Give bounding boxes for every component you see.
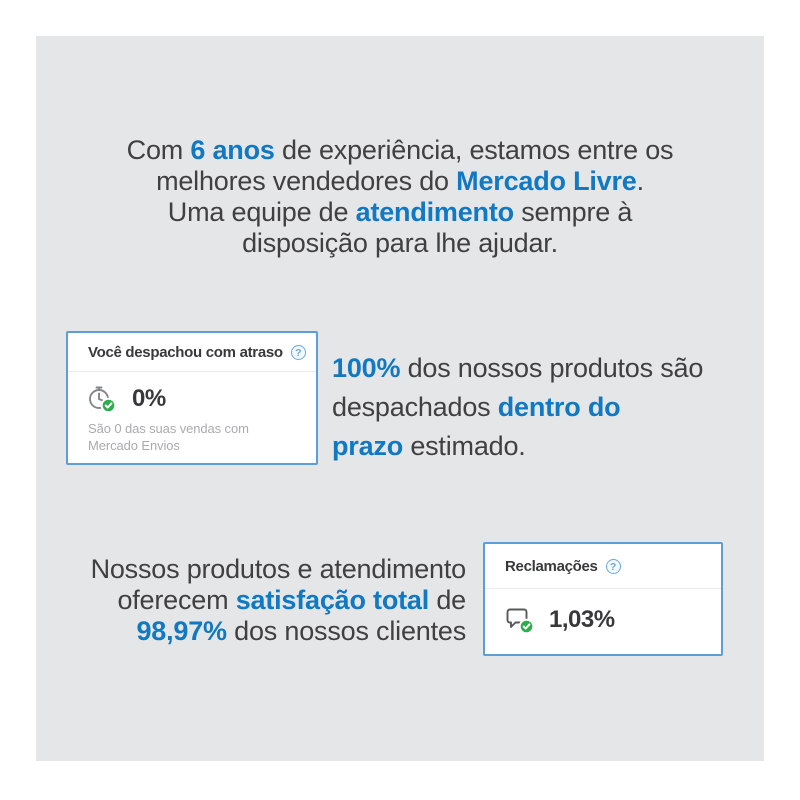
claims-card-title: Reclamações: [505, 557, 598, 575]
claims-card-header: Reclamações ?: [485, 544, 721, 589]
speech-bubble-check-icon: [503, 604, 539, 635]
claims-card-body: 1,03%: [485, 589, 721, 635]
shipping-card-body: 0% São 0 das suas vendas com Mercado Env…: [68, 372, 316, 454]
intro-text: Com 6 anos de experiência, estamos entre…: [126, 135, 674, 258]
help-icon[interactable]: ?: [290, 344, 306, 360]
shipping-metric-value: 0%: [132, 384, 166, 412]
help-icon[interactable]: ?: [605, 558, 621, 574]
shipping-card-title: Você despachou com atraso: [88, 343, 283, 361]
claims-metric-row: 1,03%: [485, 589, 721, 635]
shipping-card-subtext: São 0 das suas vendas com Mercado Envios: [88, 421, 249, 453]
promo-canvas: Com 6 anos de experiência, estamos entre…: [36, 36, 764, 761]
satisfaction-claim-text: Nossos produtos e atendimento oferecem sa…: [90, 554, 467, 646]
shipping-metric-card: Você despachou com atraso ? 0%: [66, 331, 318, 465]
claims-metric-card: Reclamações ? 1,03%: [483, 542, 723, 656]
shipping-card-header: Você despachou com atraso ?: [68, 333, 316, 372]
stopwatch-check-icon: [86, 383, 122, 414]
shipping-claim-text: 100% dos nossos produtos são despachados …: [332, 353, 704, 461]
shipping-metric-row: 0%: [68, 372, 316, 414]
claims-metric-value: 1,03%: [549, 605, 615, 633]
